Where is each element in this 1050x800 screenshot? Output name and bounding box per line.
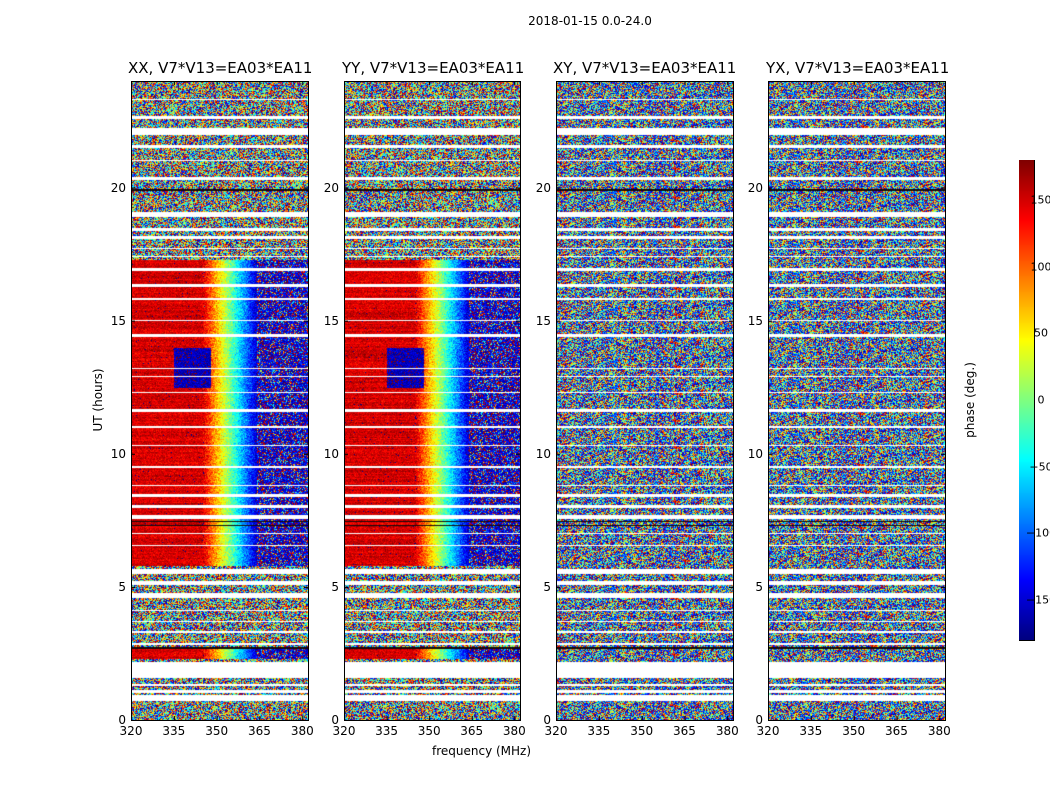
y-tick-label: 15 <box>110 313 126 328</box>
colorbar-tick-label: −50 <box>1029 460 1050 474</box>
x-tick-label: 335 <box>587 724 611 738</box>
panel-title-xx: XX, V7*V13=EA03*EA11 <box>128 59 313 77</box>
y-tick-label: 5 <box>543 579 551 594</box>
x-tick-label: 365 <box>673 724 696 738</box>
colorbar-label: phase (deg.) <box>963 362 977 438</box>
x-tick-label: 380 <box>502 724 526 738</box>
y-tick-label: 5 <box>118 579 126 594</box>
y-tick-label: 0 <box>755 713 763 727</box>
x-tick-label: 335 <box>375 724 399 738</box>
y-tick-label: 10 <box>535 446 551 461</box>
heatmap-xx <box>131 81 308 720</box>
x-tick-label: 380 <box>290 724 314 738</box>
x-tick-label: 365 <box>248 724 271 738</box>
x-tick-label: 320 <box>332 724 356 738</box>
y-tick-label: 5 <box>331 579 339 594</box>
x-tick-label: 380 <box>715 724 739 738</box>
y-tick-label: 15 <box>323 313 339 328</box>
x-tick-label: 320 <box>756 724 780 738</box>
y-axis-label: UT (hours) <box>91 368 105 432</box>
y-tick-label: 5 <box>755 579 763 594</box>
y-tick-label: 0 <box>543 713 551 727</box>
x-tick-label: 365 <box>460 724 484 738</box>
colorbar-tick-label: 0 <box>1037 393 1045 407</box>
colorbar-tick-label: 100 <box>1030 260 1050 274</box>
y-tick-label: 15 <box>535 313 551 328</box>
figure-suptitle: 2018-01-15 0.0-24.0 <box>528 14 652 28</box>
x-axis-label: frequency (MHz) <box>432 744 532 758</box>
y-tick-label: 10 <box>323 446 339 461</box>
x-tick-label: 350 <box>630 724 654 738</box>
panel-title-xy: XY, V7*V13=EA03*EA11 <box>553 59 737 77</box>
y-tick-label: 20 <box>747 180 763 195</box>
y-tick-label: 20 <box>535 180 551 195</box>
y-tick-label: 15 <box>747 313 763 328</box>
y-tick-label: 20 <box>110 180 126 195</box>
axes-frame <box>768 81 946 721</box>
x-tick-label: 320 <box>544 724 568 738</box>
colorbar-tick-label: −100 <box>1025 526 1050 540</box>
x-tick-label: 380 <box>927 724 951 738</box>
colorbar-tick-label: −150 <box>1025 593 1050 607</box>
y-tick-label: 0 <box>118 713 126 727</box>
y-tick-label: 10 <box>747 446 763 461</box>
colorbar-tick-label: 150 <box>1030 193 1050 207</box>
x-tick-label: 350 <box>205 724 229 738</box>
x-tick-label: 335 <box>162 724 186 738</box>
x-tick-label: 350 <box>842 724 866 738</box>
panel-title-yx: YX, V7*V13=EA03*EA11 <box>766 59 950 77</box>
axes-frame <box>344 81 521 721</box>
x-tick-label: 365 <box>885 724 908 738</box>
heatmap-xy <box>556 81 733 720</box>
axes-frame <box>556 81 734 721</box>
x-tick-label: 335 <box>799 724 823 738</box>
colorbar <box>1019 160 1034 640</box>
colorbar-tick-label: 50 <box>1034 326 1048 340</box>
panel-title-yy: YY, V7*V13=EA03*EA11 <box>342 59 525 77</box>
heatmap-yx <box>768 81 945 720</box>
x-tick-label: 320 <box>119 724 143 738</box>
x-tick-label: 350 <box>417 724 441 738</box>
heatmap-yy <box>344 81 520 720</box>
y-tick-label: 0 <box>331 713 339 727</box>
axes-frame <box>131 81 309 721</box>
y-tick-label: 20 <box>323 180 339 195</box>
y-tick-label: 10 <box>110 446 126 461</box>
